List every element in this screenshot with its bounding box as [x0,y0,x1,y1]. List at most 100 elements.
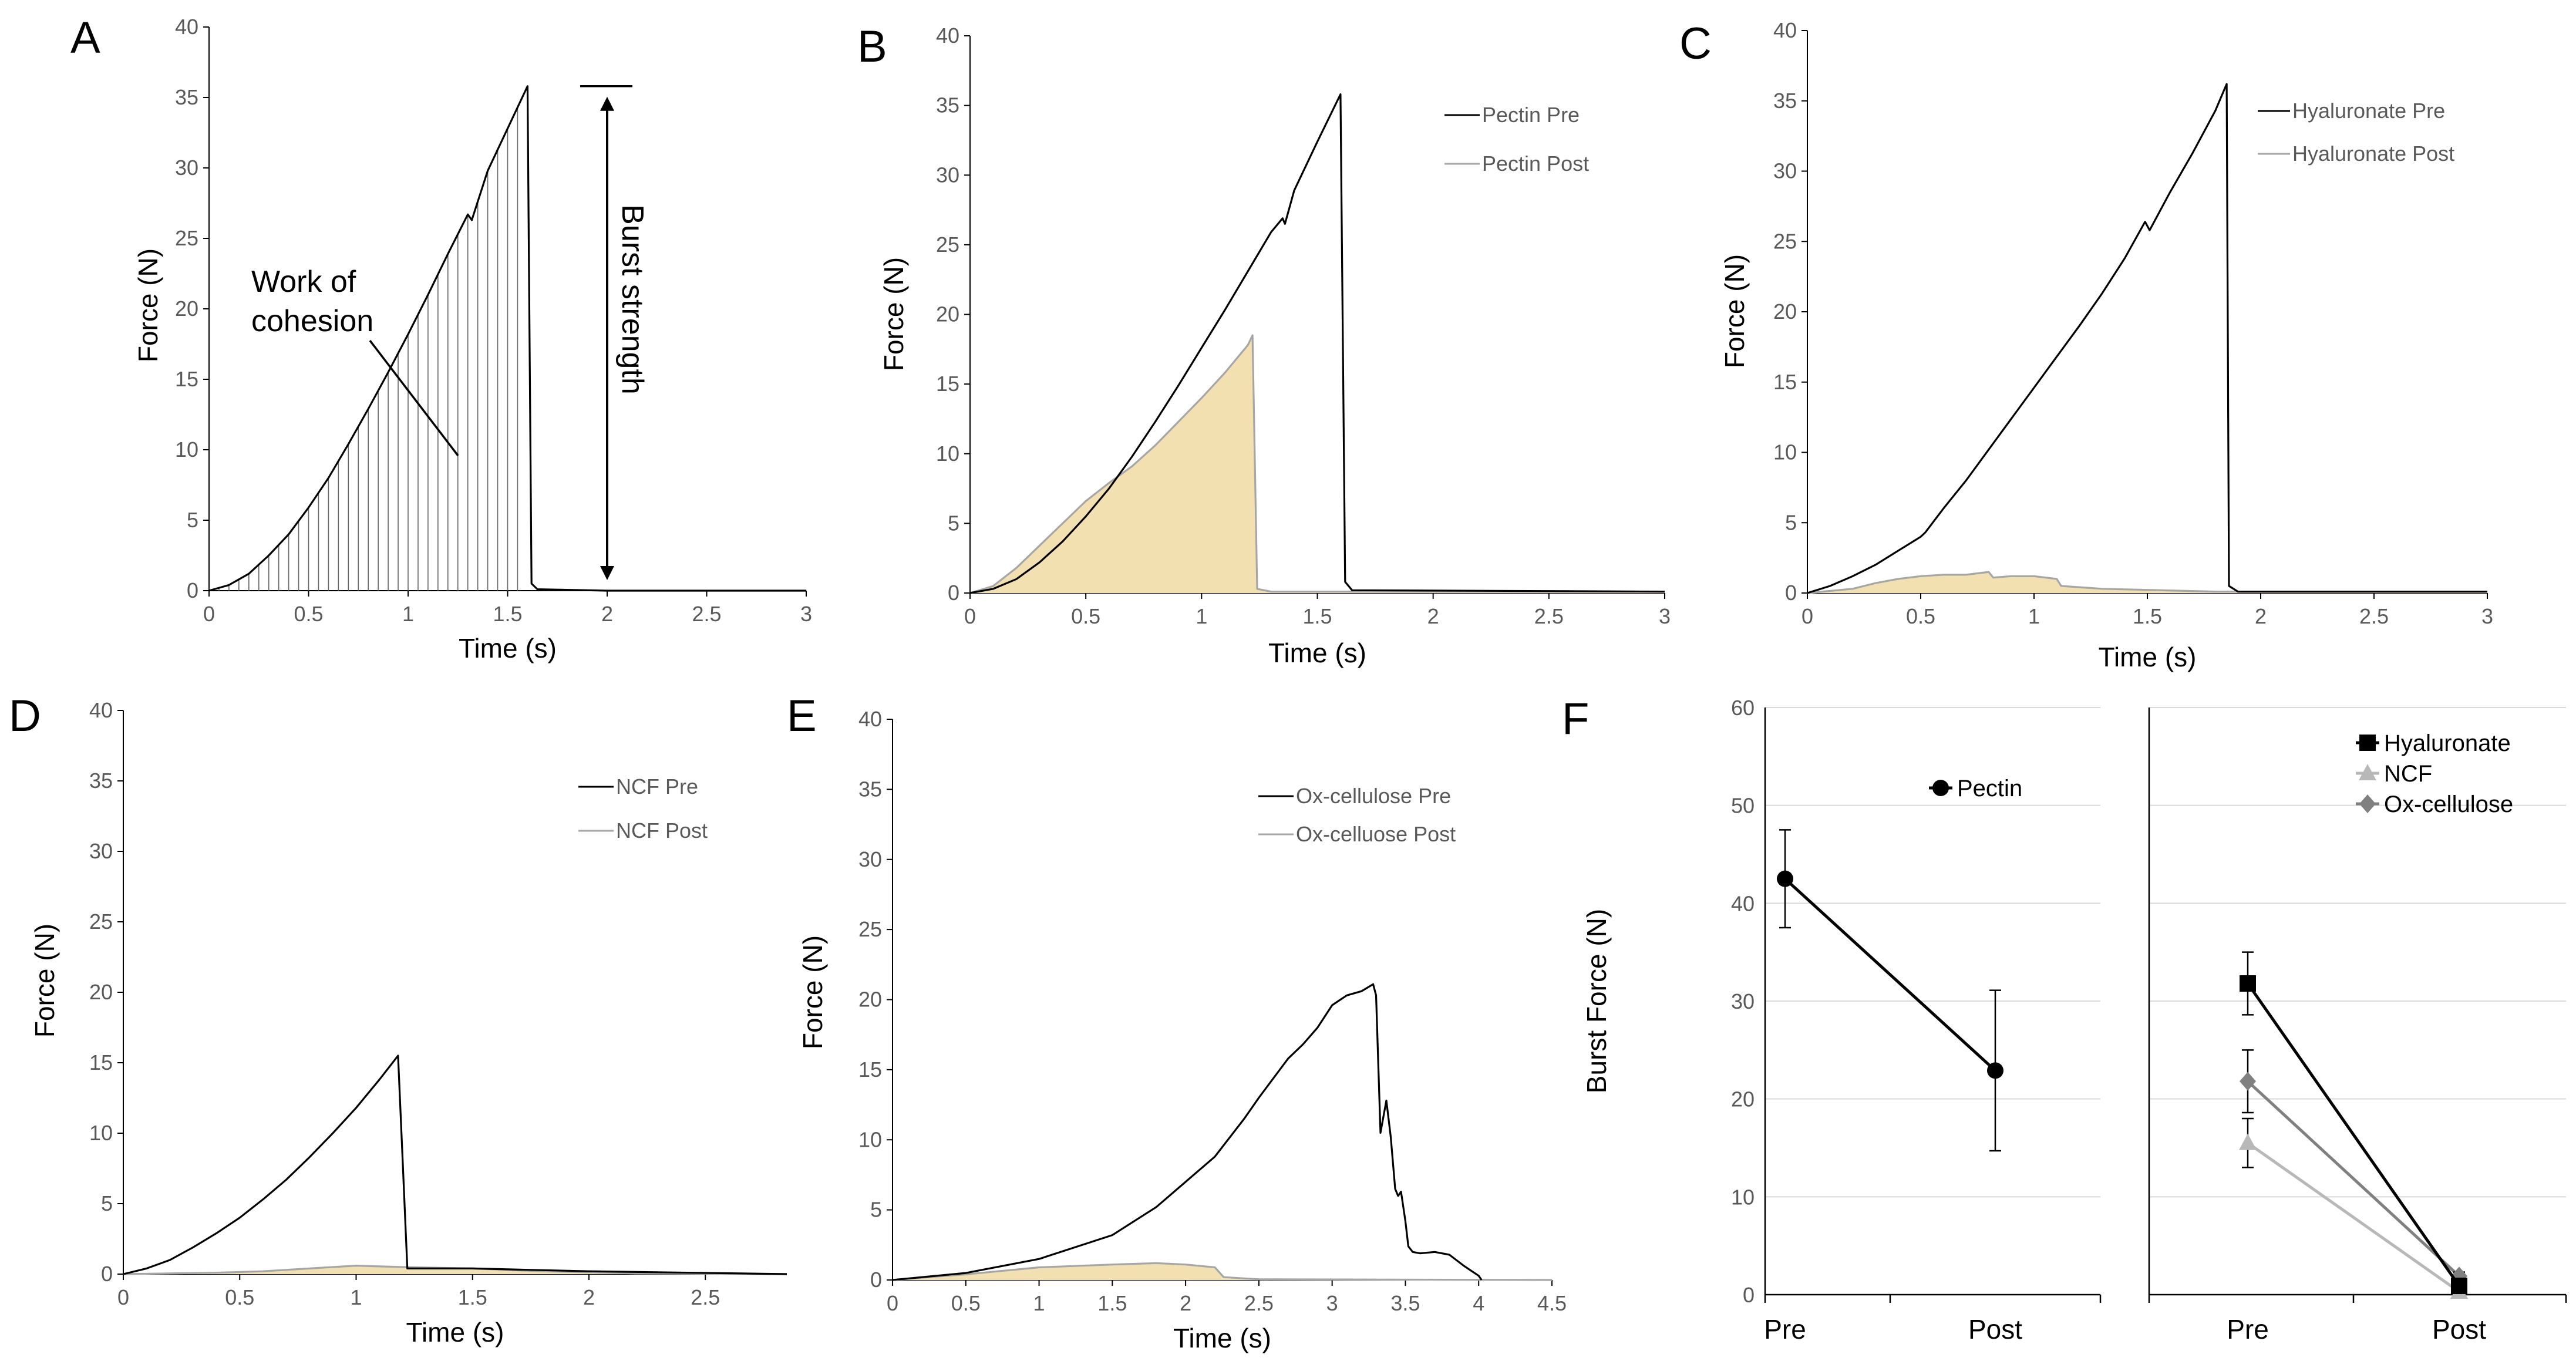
series-line-pre [1807,83,2487,594]
legend-label: Pectin [1957,776,2022,801]
y-tick-label: 5 [187,508,198,532]
annotation-work-line1: Work of [251,265,356,299]
x-tick-label: 2.5 [691,1285,720,1309]
panel-d-letter: D [9,691,41,741]
y-tick-label: 35 [936,93,959,117]
legend-label: Ox-cellulose [2384,791,2513,817]
marker-diamond [2359,794,2376,813]
y-tick-label: 35 [175,85,198,109]
y-tick-label: 20 [1773,299,1797,324]
panel-b: B 0 5 10 15 20 25 30 35 40 0 0.5 1 1.5 2 2.5 3 Time (s) F… [857,22,1671,668]
x-tick-label: 0 [887,1291,898,1315]
annotation-pointer [369,339,459,457]
y-tick-label: 30 [936,163,959,187]
legend-label: NCF Pre [616,774,698,799]
marker-circle [1777,870,1793,887]
panel-e-letter: E [787,691,817,741]
x-tick-label: 3 [1326,1291,1338,1315]
marker-circle [1932,780,1949,796]
panel-a: A 0 5 10 15 20 25 30 35 40 0 0.5 1 1.5 2 2.5 3 Time (s) F… [70,13,812,663]
series-line [2247,1141,2460,1293]
y-tick-label: 15 [1773,370,1797,394]
y-tick-label: 30 [89,839,113,863]
marker-triangle [2359,764,2376,780]
x-tick-label: 4.5 [1537,1291,1567,1315]
series-line-pre [123,1055,787,1275]
y-tick-label: 35 [89,769,113,793]
x-tick-label: 0.5 [1071,604,1100,628]
work-of-cohesion-hatch [218,107,518,591]
y-tick-label: 15 [89,1050,113,1074]
marker-diamond [2240,1072,2256,1091]
y-tick-label: 10 [175,437,198,461]
x-axis-title: Time (s) [1268,638,1366,668]
category-label: Post [1968,1314,2022,1345]
panel-c: C 0 5 10 15 20 25 30 35 40 0 0.5 1 1.5 2 2.5 3 Time (s) F… [1679,18,2493,672]
y-tick-label: 35 [1773,89,1797,113]
series-line-pre [208,85,806,592]
panel-a-letter: A [70,13,100,63]
series-line-pre [892,983,1483,1281]
x-tick-label: 1 [350,1285,362,1309]
x-tick-label: 2.5 [1534,604,1564,628]
legend-label: Hyaluronate Post [2292,142,2454,166]
x-tick-label: 1.5 [1097,1291,1127,1315]
series-line-pre [969,93,1665,594]
legend-label: Hyaluronate [2384,730,2511,756]
y-tick-label: 40 [175,15,198,39]
y-axis-title: Force (N) [1719,254,1750,368]
y-tick-label: 40 [89,698,113,722]
series-pectin [1777,829,2003,1152]
y-tick-label: 25 [1773,229,1797,253]
x-tick-label: 3 [2481,604,2493,628]
y-tick-label: 60 [1731,696,1755,720]
y-tick-label: 0 [1743,1283,1755,1307]
marker-square [2359,735,2376,751]
y-tick-label: 0 [948,581,959,605]
marker-triangle [2239,1133,2257,1150]
panel-c-letter: C [1679,19,1712,69]
series-area-post [970,335,1665,593]
y-tick-label: 25 [858,917,882,941]
y-tick-label: 50 [1731,794,1755,818]
y-tick-label: 5 [948,511,959,535]
y-tick-label: 5 [1785,510,1797,534]
legend-label: Ox-cellulose Pre [1296,784,1451,808]
y-tick-label: 40 [936,23,959,48]
y-tick-label: 25 [936,233,959,257]
x-tick-label: 2.5 [2359,604,2389,628]
marker-circle [1987,1062,2003,1079]
y-tick-label: 35 [858,777,882,801]
subplot-2: Pre Post [2148,707,2567,1345]
x-axis-title: Time (s) [406,1317,504,1347]
y-tick-label: 0 [187,578,198,602]
x-axis-title: Time (s) [2099,642,2197,672]
x-tick-label: 4 [1473,1291,1484,1315]
y-tick-label: 40 [1773,18,1797,42]
series-line-post [969,334,1665,594]
legend-item: Ox-cellulose [2356,791,2513,817]
series-line-post [1807,571,2487,594]
legend-item: Pectin [1929,776,2022,801]
category-label: Pre [1764,1314,1806,1345]
legend-item: NCF [2356,761,2432,787]
x-tick-label: 0.5 [294,602,323,626]
y-tick-label: 20 [1731,1087,1755,1111]
y-tick-label: 20 [858,988,882,1012]
legend-label: Ox-celluose Post [1296,822,1456,846]
legend-label: Hyaluronate Pre [2292,99,2445,123]
series-hyaluronate [2240,951,2467,1294]
y-axis-title: Burst Force (N) [1581,909,1612,1093]
y-tick-label: 15 [936,372,959,396]
x-tick-label: 3 [1659,604,1671,628]
legend-label: Pectin Pre [1482,103,1580,127]
series-line-post [892,1262,1553,1281]
panel-d: D 0 5 10 15 20 25 30 35 40 0 0.5 1 1.5 2 2.5 Time (s) Fo… [9,691,787,1347]
x-tick-label: 0.5 [951,1291,981,1315]
y-tick-label: 5 [870,1198,882,1222]
y-tick-label: 30 [1731,989,1755,1013]
y-tick-label: 30 [858,847,882,871]
y-tick-label: 10 [1773,440,1797,464]
x-tick-label: 3.5 [1390,1291,1420,1315]
